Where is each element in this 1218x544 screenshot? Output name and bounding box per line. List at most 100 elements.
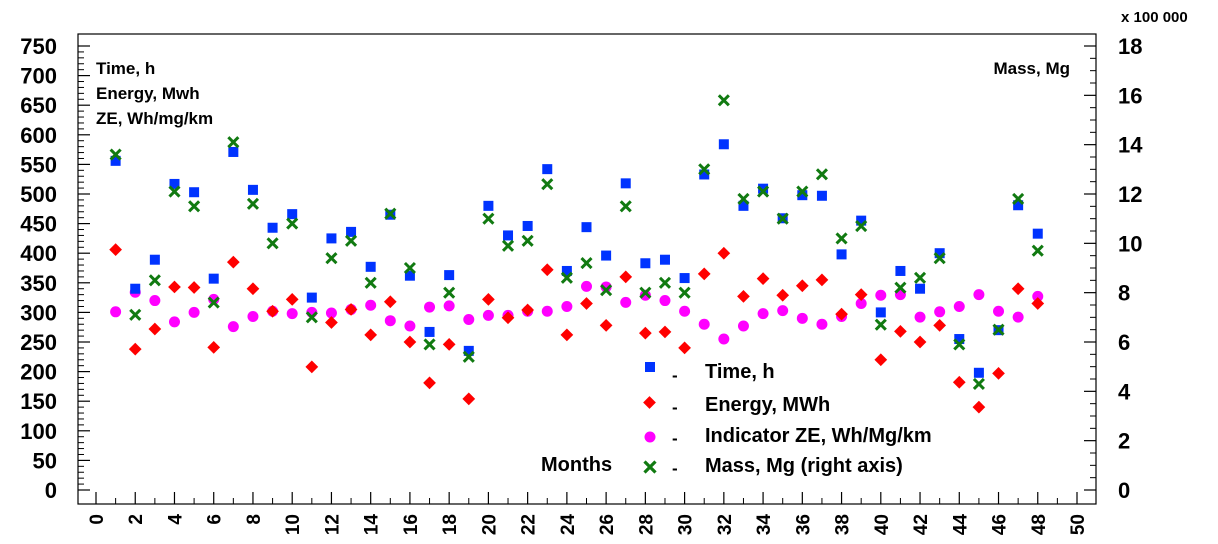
time-point	[581, 222, 592, 233]
energy-point	[913, 335, 927, 349]
left-axis-label-ze: ZE, Wh/mg/km	[96, 109, 213, 128]
right-axis-label-mass: Mass, Mg	[993, 59, 1070, 78]
time-point	[679, 273, 690, 284]
ze-point	[561, 300, 573, 312]
y-left-tick-label: 400	[20, 241, 57, 266]
energy-point	[894, 324, 907, 338]
right-axis-multiplier: x 100 000	[1121, 9, 1188, 26]
mass-point	[227, 136, 240, 149]
ze-point	[168, 316, 180, 328]
time-point	[149, 254, 160, 265]
energy-point	[482, 293, 495, 306]
mass-point	[1031, 244, 1044, 257]
legend-dash: -	[672, 366, 678, 385]
ze-point	[286, 308, 298, 320]
energy-point	[442, 338, 456, 351]
ze-point	[149, 295, 161, 307]
ze-point	[875, 289, 887, 301]
x-tick-label: 40	[872, 514, 893, 535]
x-tick-label: 38	[833, 514, 854, 535]
energy-point	[187, 281, 201, 294]
x-tick-label: 2	[126, 514, 147, 525]
time-point	[346, 226, 357, 237]
time-point	[699, 169, 710, 180]
mass-point	[619, 200, 632, 213]
time-point	[228, 146, 239, 157]
x-axis-label: Months	[541, 454, 612, 476]
mass-point	[815, 168, 829, 181]
mass-point	[266, 237, 279, 250]
mass-point	[560, 271, 573, 284]
legend-marker-time	[645, 362, 655, 372]
y-left-tick-label: 550	[20, 152, 57, 177]
time-point	[522, 220, 533, 231]
mass-point	[757, 185, 770, 198]
ze-point	[443, 300, 455, 312]
energy-point	[678, 341, 691, 355]
ze-point	[914, 311, 926, 323]
energy-point	[717, 246, 731, 260]
x-tick-label: 20	[479, 514, 500, 535]
x-tick-label: 18	[440, 514, 461, 535]
legend-label-time: Time, h	[705, 361, 775, 383]
time-point	[856, 215, 867, 226]
y-left-tick-label: 150	[20, 389, 57, 414]
time-point	[287, 209, 298, 220]
legend-marker-ze	[644, 431, 656, 443]
mass-point	[443, 286, 456, 299]
time-point	[915, 283, 926, 294]
y-right-tick-label: 4	[1118, 379, 1131, 404]
x-tick-label: 46	[990, 514, 1011, 535]
energy-point	[128, 342, 142, 356]
ze-point	[482, 309, 494, 321]
time-point	[365, 261, 376, 272]
energy-point	[226, 255, 240, 269]
time-point	[1032, 228, 1043, 239]
x-tick-label: 14	[362, 514, 383, 536]
energy-point	[776, 288, 790, 302]
y-right-tick-label: 8	[1118, 281, 1130, 306]
marks-layer	[109, 94, 1045, 414]
y-right-tick-label: 0	[1118, 478, 1130, 503]
x-tick-label: 8	[244, 514, 265, 525]
energy-point	[383, 295, 397, 309]
energy-point	[933, 319, 947, 332]
time-point	[169, 178, 180, 189]
energy-point	[266, 304, 279, 318]
y-right-tick-label: 16	[1118, 83, 1142, 108]
energy-point	[992, 367, 1005, 380]
mass-point	[148, 274, 161, 287]
ze-point	[698, 318, 710, 330]
mass-point	[874, 318, 887, 331]
plot-frame	[77, 33, 1097, 505]
time-point	[895, 265, 906, 276]
ze-point	[639, 289, 651, 301]
x-tick-label: 4	[165, 514, 186, 525]
time-point	[934, 248, 945, 259]
mass-point	[168, 185, 181, 198]
energy-point	[148, 322, 162, 336]
mass-point	[737, 192, 750, 205]
legend-label-ze: Indicator ZE, Wh/Mg/km	[705, 425, 932, 447]
energy-point	[403, 335, 417, 349]
x-tick-label: 48	[1029, 514, 1050, 535]
y-right-tick-label: 6	[1118, 330, 1130, 355]
time-point	[640, 258, 651, 269]
energy-point	[1011, 282, 1025, 296]
mass-point	[482, 212, 495, 225]
mass-point	[953, 338, 966, 351]
ze-point	[208, 293, 220, 305]
time-point	[561, 265, 572, 276]
mass-point	[600, 284, 613, 297]
energy-point	[364, 328, 378, 342]
ze-point	[188, 306, 200, 318]
ze-point	[365, 299, 377, 311]
mass-point	[325, 252, 338, 265]
ze-point	[973, 289, 985, 301]
time-point	[404, 270, 415, 281]
energy-point	[697, 267, 711, 281]
time-point	[483, 200, 494, 211]
mass-point	[972, 377, 985, 390]
x-tick-label: 36	[793, 514, 814, 535]
y-right-tick-label: 2	[1118, 429, 1130, 454]
